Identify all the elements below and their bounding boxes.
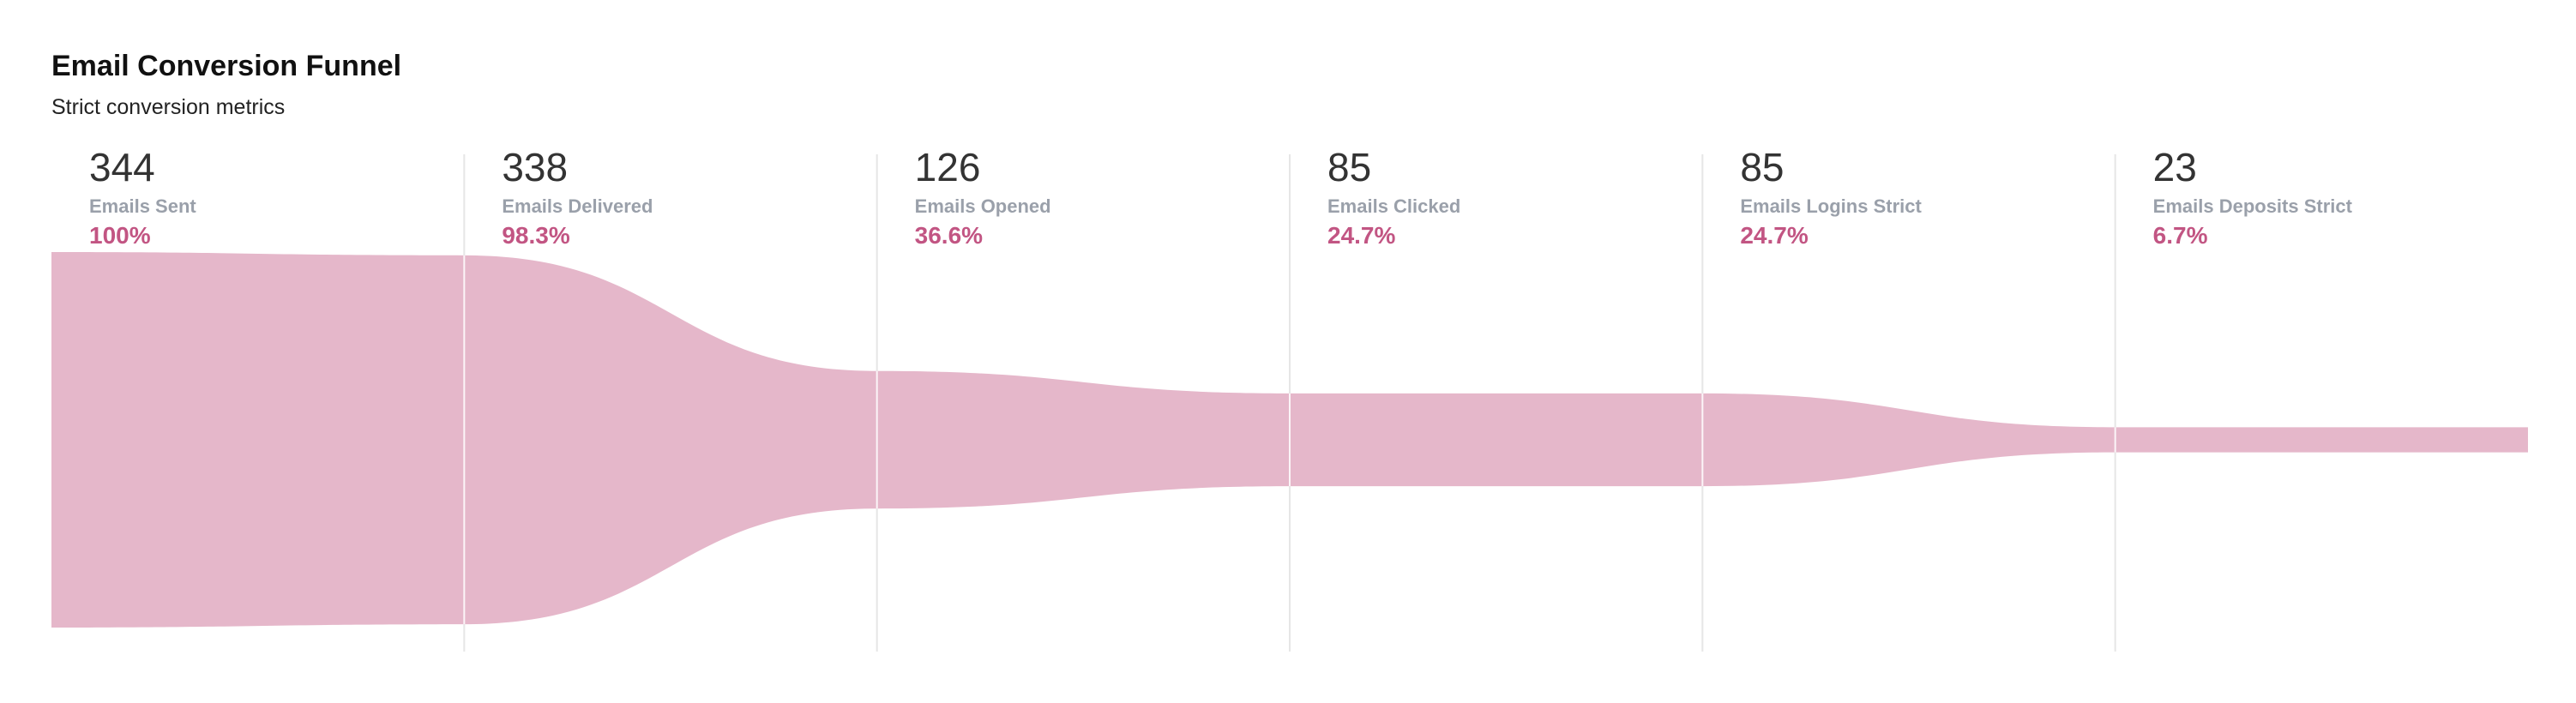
stage-percent-6: 6.7% [2153,222,2208,249]
stage-label-3: Emails Opened [915,195,1051,217]
stage-percent-4: 24.7% [1327,222,1395,249]
stage-value-3: 126 [915,145,981,189]
stage-label-6: Emails Deposits Strict [2153,195,2353,217]
stage-label-1: Emails Sent [89,195,196,217]
stage-value-2: 338 [502,145,568,189]
stage-value-6: 23 [2153,145,2197,189]
stage-value-5: 85 [1740,145,1784,189]
stage-percent-1: 100% [89,222,151,249]
stage-value-4: 85 [1327,145,1371,189]
stage-label-5: Emails Logins Strict [1740,195,1922,217]
funnel-segment-2 [464,255,877,625]
funnel-segment-3 [876,370,1290,509]
stage-percent-3: 36.6% [915,222,983,249]
stage-label-4: Emails Clicked [1327,195,1460,217]
funnel-segment-5 [1702,393,2116,487]
funnel-segment-1 [51,252,465,628]
funnel-segment-6 [2115,427,2528,453]
funnel-labels: 344 Emails Sent 100% 338 Emails Delivered 98.… [89,145,2353,249]
chart-title: Email Conversion Funnel [51,50,402,82]
funnel-segment-4 [1290,393,1703,487]
stage-percent-5: 24.7% [1740,222,1808,249]
stage-value-1: 344 [89,145,155,189]
funnel-shapes [51,252,2528,628]
stage-percent-2: 98.3% [502,222,569,249]
chart-subtitle: Strict conversion metrics [51,95,286,119]
stage-label-2: Emails Delivered [502,195,653,217]
